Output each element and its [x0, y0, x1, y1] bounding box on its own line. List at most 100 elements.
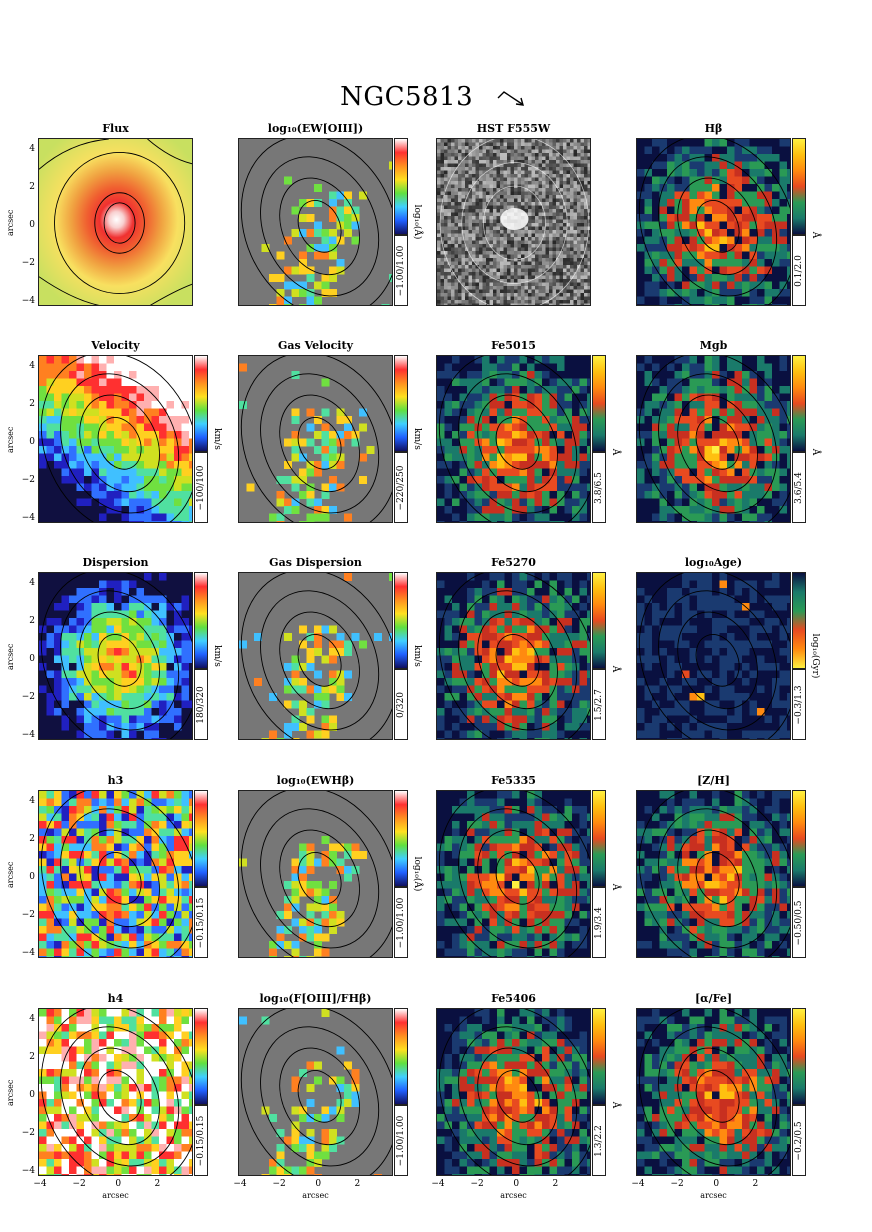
map-plot	[437, 139, 590, 305]
colorbar-range: −1.00/1.00	[396, 1115, 406, 1167]
colorbar-range: 1.9/3.4	[594, 906, 604, 939]
colorbar	[792, 790, 806, 888]
map-plot	[437, 356, 590, 522]
map-panel: Mgb 3.6/5.4 Å	[636, 339, 820, 523]
colorbar-unit: log₁₀(Gyr)	[810, 633, 820, 679]
map-plot	[637, 1009, 790, 1175]
colorbar	[394, 1008, 408, 1106]
map-panel: log₁₀(EWHβ) −1.00/1.00 log₁₀(Å)	[238, 774, 422, 958]
map-image	[436, 572, 591, 740]
map-panel: Fe5015 3.8/6.5 Å	[436, 339, 620, 523]
colorbar	[194, 355, 208, 453]
colorbar-range: 3.6/5.4	[794, 471, 804, 504]
y-tick-label: −4	[21, 513, 35, 523]
map-image	[38, 572, 193, 740]
colorbar-range: −220/250	[396, 465, 406, 511]
north-east-arrow-icon	[497, 91, 524, 106]
panel-title: Mgb	[699, 339, 728, 352]
colorbar-unit: km/s	[412, 645, 422, 667]
colorbar-range: 0/320	[396, 691, 406, 718]
colorbar-range-box: 1.3/2.2	[592, 1105, 606, 1176]
map-image	[238, 1008, 393, 1176]
panel-title: Flux	[102, 122, 129, 135]
colorbar-unit: Å	[610, 884, 620, 891]
colorbar-range: 1.3/2.2	[594, 1124, 604, 1157]
map-image	[636, 138, 791, 306]
map-image	[238, 355, 393, 523]
colorbar	[792, 355, 806, 453]
colorbar-range-box: 0.1/2.0	[792, 235, 806, 306]
y-axis-title: arcsec	[6, 209, 15, 236]
y-axis-title: arcsec	[6, 861, 15, 888]
panel-title: Velocity	[91, 339, 140, 352]
colorbar-range: 3.8/6.5	[594, 471, 604, 504]
y-axis-title: arcsec	[6, 643, 15, 670]
x-tick-label: 0	[513, 1179, 520, 1189]
panel-title: Fe5015	[491, 339, 536, 352]
map-panel: Gas Dispersion 0/320 km/s	[238, 556, 422, 740]
map-panel: Fe5406 1.3/2.2 Å −4 −2 0 2 arcsec	[431, 992, 620, 1200]
y-tick-label: 0	[29, 1090, 35, 1100]
map-panel: log₁₀(EW[OIII]) −1.00/1.00 log₁₀(Å)	[238, 122, 422, 306]
map-panel: [Z/H] −0.50/0.5	[636, 774, 809, 958]
map-image	[436, 355, 591, 523]
colorbar-unit: km/s	[412, 428, 422, 450]
colorbar-unit: Å	[610, 666, 620, 673]
x-tick-label: 2	[552, 1179, 559, 1189]
map-panel: Fe5335 1.9/3.4 Å	[436, 774, 620, 958]
panel-title: log₁₀(EW[OIII])	[267, 122, 364, 135]
map-plot	[39, 573, 192, 739]
y-tick-label: −4	[21, 1166, 35, 1176]
y-tick-label: 0	[29, 437, 35, 447]
panel-title: h3	[107, 774, 124, 787]
x-tick-label: 0	[115, 1179, 122, 1189]
colorbar	[792, 1008, 806, 1106]
map-image	[38, 1008, 193, 1176]
colorbar-range-box: −0.3/1.3	[792, 669, 806, 740]
colorbar-unit: log₁₀(Å)	[412, 856, 422, 892]
x-tick-label: −4	[631, 1179, 645, 1189]
map-plot	[637, 139, 790, 305]
map-panel: Hβ 0.1/2.0 Å	[636, 122, 820, 306]
colorbar	[194, 790, 208, 888]
map-image	[636, 790, 791, 958]
y-tick-label: −2	[21, 258, 35, 268]
colorbar-range-box: 180/320	[194, 669, 208, 740]
panel-title: Dispersion	[82, 556, 149, 569]
map-panel: Fe5270 1.5/2.7 Å	[436, 556, 620, 740]
colorbar-unit: Å	[610, 1102, 620, 1109]
colorbar-range-box: 1.5/2.7	[592, 669, 606, 740]
map-plot	[437, 1009, 590, 1175]
x-tick-label: −4	[233, 1179, 247, 1189]
map-panel: h3 −0.15/0.15 4 2 0 −2 −4 arcsec	[6, 774, 211, 958]
panel-title: log₁₀(EWHβ)	[276, 774, 355, 787]
colorbar-range: 0.1/2.0	[794, 254, 804, 287]
colorbar-range-box: 1.9/3.4	[592, 887, 606, 958]
map-panel: [α/Fe] −0.2/0.5 −4 −2 0 2 arcsec	[631, 992, 809, 1200]
panel-title: Fe5270	[491, 556, 536, 569]
map-image	[636, 355, 791, 523]
colorbar-range-box: 3.8/6.5	[592, 452, 606, 523]
map-image	[38, 138, 193, 306]
x-axis-title: arcsec	[500, 1191, 527, 1200]
y-tick-label: −2	[21, 692, 35, 702]
map-plot	[239, 356, 392, 522]
y-tick-label: 4	[29, 361, 35, 371]
y-tick-label: 2	[29, 616, 35, 626]
map-image	[238, 572, 393, 740]
x-tick-label: 2	[154, 1179, 161, 1189]
colorbar-unit: km/s	[212, 428, 222, 450]
colorbar-range-box: −0.15/0.15	[194, 887, 208, 958]
colorbar-range: −100/100	[196, 465, 206, 511]
colorbar-range: −0.15/0.15	[196, 897, 206, 949]
colorbar	[592, 1008, 606, 1106]
map-panel: Flux 4 2 0 −2 −4 arcsec	[6, 122, 211, 306]
y-tick-label: 4	[29, 1014, 35, 1024]
colorbar-range: −0.2/0.5	[794, 1121, 804, 1161]
y-tick-label: 0	[29, 872, 35, 882]
map-panel: Dispersion 180/320 km/s 4 2 0 −2 −4 arcsec	[6, 556, 222, 740]
colorbar-range-box: 3.6/5.4	[792, 452, 806, 523]
y-tick-label: −4	[21, 948, 35, 958]
map-panel: Gas Velocity −220/250 km/s	[238, 339, 422, 523]
y-tick-label: −2	[21, 910, 35, 920]
